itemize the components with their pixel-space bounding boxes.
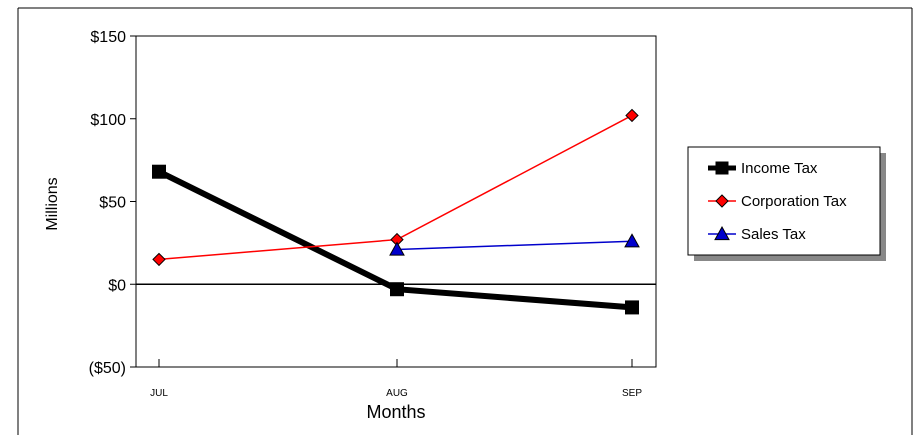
series-corporation-tax bbox=[152, 108, 639, 267]
data-point-triangle bbox=[624, 233, 640, 248]
legend-item: Sales Tax bbox=[708, 225, 806, 243]
data-point-diamond bbox=[152, 252, 166, 267]
legend-item: Income Tax bbox=[708, 160, 818, 177]
legend-label: Income Tax bbox=[741, 160, 818, 177]
x-tick-label: JUL bbox=[150, 388, 168, 399]
y-tick-label: $50 bbox=[99, 195, 126, 212]
legend-item: Corporation Tax bbox=[708, 193, 847, 210]
legend-items: Income Tax Corporation Tax Sales Tax bbox=[708, 160, 847, 243]
y-tick-label: ($50) bbox=[89, 360, 126, 377]
x-axis: JUL AUG SEP bbox=[150, 359, 642, 399]
series-line bbox=[396, 240, 633, 251]
legend-label: Sales Tax bbox=[741, 226, 806, 243]
data-point-diamond bbox=[625, 108, 639, 123]
data-point-triangle bbox=[389, 241, 405, 256]
legend: Income Tax Corporation Tax Sales Tax bbox=[687, 146, 886, 261]
x-tick-label: SEP bbox=[622, 388, 642, 399]
data-point-square bbox=[390, 282, 404, 297]
y-tick-label: $150 bbox=[90, 29, 126, 46]
data-point-legend-marker bbox=[714, 225, 730, 241]
y-tick-label: $0 bbox=[108, 277, 126, 294]
data-point-square bbox=[152, 164, 166, 179]
data-point-legend-marker bbox=[715, 161, 729, 175]
legend-label: Corporation Tax bbox=[741, 193, 847, 210]
y-axis-label: Millions bbox=[44, 177, 61, 230]
x-axis-label: Months bbox=[366, 402, 425, 422]
data-point-square bbox=[625, 300, 639, 315]
series-sales-tax bbox=[389, 233, 640, 256]
y-axis: $150 $100 $50 $0 ($50) bbox=[89, 29, 136, 377]
series-income-tax bbox=[152, 164, 639, 315]
x-tick-label: AUG bbox=[386, 388, 408, 399]
series-layer bbox=[152, 108, 640, 315]
data-point-legend-marker bbox=[715, 194, 729, 208]
y-tick-label: $100 bbox=[90, 112, 126, 129]
